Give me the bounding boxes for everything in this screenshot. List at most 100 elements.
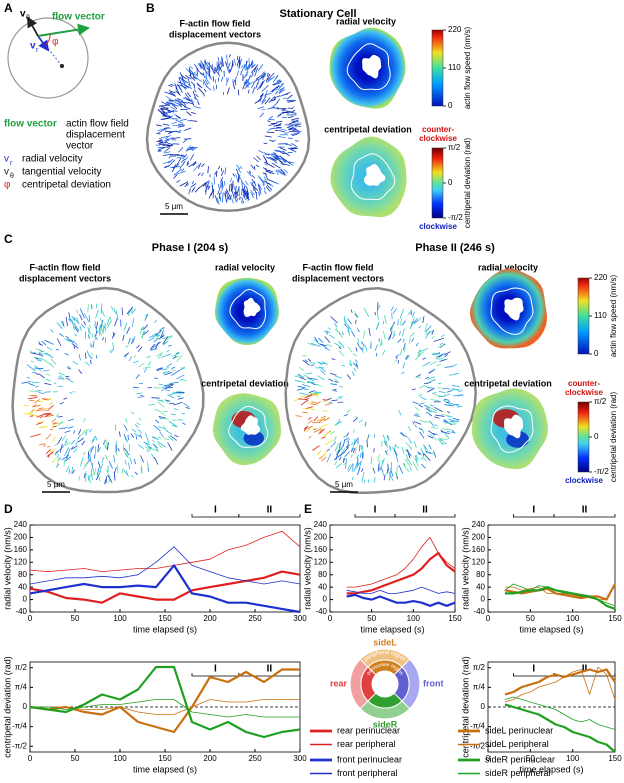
flow-vector — [305, 426, 313, 433]
flow-vector — [418, 404, 424, 408]
flow-vector — [161, 111, 172, 114]
flow-vector — [416, 455, 419, 461]
phase-bar — [394, 514, 456, 518]
flow-vector — [128, 462, 131, 470]
flow-vector — [349, 359, 353, 367]
flow-vector — [200, 61, 208, 69]
flow-vector — [277, 83, 284, 91]
flow-vector — [43, 353, 51, 356]
flow-vector — [403, 434, 409, 439]
flow-vector — [394, 444, 396, 452]
flow-vector — [353, 438, 358, 446]
flow-vector — [255, 76, 261, 80]
flow-vector — [135, 436, 138, 440]
flow-vector — [82, 451, 86, 456]
series-line — [346, 593, 456, 607]
flow-vector — [327, 398, 332, 400]
legend-symbol: φ — [4, 180, 11, 191]
flow-vector — [305, 397, 310, 401]
flow-vector — [72, 391, 76, 393]
flow-vector — [43, 391, 51, 393]
flow-vector — [317, 375, 325, 381]
flow-vector — [286, 99, 293, 102]
flow-vector — [29, 350, 33, 354]
flow-vector — [106, 469, 112, 479]
flow-vector — [387, 463, 389, 471]
flow-vectors — [155, 54, 302, 205]
flow-vector — [37, 359, 41, 362]
y-tick-label: 80 — [318, 570, 327, 579]
flow-vector — [54, 451, 59, 454]
flow-vector — [184, 182, 189, 188]
y-tick-label: 240 — [14, 520, 28, 529]
flow-vector — [281, 108, 286, 111]
flow-vector — [113, 308, 117, 314]
flow-vector — [186, 92, 192, 98]
flow-vector — [51, 418, 57, 423]
flow-vector — [87, 304, 89, 313]
flow-vector — [430, 399, 440, 402]
flow-vector — [53, 382, 57, 385]
legend-text: displacement — [66, 130, 125, 141]
flow-vector — [212, 188, 214, 199]
flow-vector — [156, 124, 162, 127]
flow-vector — [290, 147, 298, 150]
flow-vector — [290, 124, 301, 126]
flow-vector — [48, 405, 54, 411]
flow-vector — [363, 479, 366, 484]
y-tick-label: -40 — [473, 607, 485, 616]
flow-vector — [203, 88, 207, 93]
flow-vector — [434, 352, 438, 356]
flow-vector — [164, 139, 170, 143]
flow-vector — [275, 154, 283, 158]
flow-vector — [199, 63, 202, 70]
flow-vector — [346, 408, 352, 414]
flow-vector — [31, 404, 41, 408]
flow-vector — [453, 421, 457, 425]
flow-vector — [339, 386, 343, 388]
flow-vector — [65, 316, 68, 327]
flow-vector — [158, 410, 166, 417]
flow-vector — [233, 191, 237, 203]
y-tick-label: -π/4 — [12, 722, 27, 731]
flow-vector — [101, 310, 105, 317]
flow-vector — [170, 83, 175, 86]
flow-vector — [269, 156, 277, 161]
flow-vector — [78, 476, 80, 481]
x-tick-label: 100 — [407, 614, 421, 623]
flow-vector — [51, 436, 56, 443]
flow-vector — [423, 404, 430, 409]
y-tick-label: 160 — [472, 545, 486, 554]
flow-vector — [437, 438, 444, 446]
flow-vector — [251, 178, 255, 184]
flow-vector — [250, 181, 253, 186]
flow-vector — [354, 415, 358, 418]
flow-vector — [58, 375, 65, 381]
scale-label: 5 µm — [335, 480, 353, 489]
flow-vector — [261, 99, 266, 105]
flow-vector — [163, 340, 169, 346]
flow-vector — [288, 119, 299, 125]
flow-vector — [164, 383, 174, 386]
flow-vector — [85, 361, 90, 366]
flow-vector — [446, 431, 455, 433]
flow-vector — [266, 76, 275, 83]
flow-vector — [333, 378, 340, 383]
x-tick-label: 300 — [293, 754, 307, 763]
flow-vector — [299, 392, 310, 396]
flow-vector — [284, 163, 291, 167]
flow-vector — [436, 364, 442, 367]
flow-vector — [214, 69, 221, 77]
flow-vector — [297, 375, 304, 378]
flow-vector — [109, 349, 111, 353]
flow-vector — [231, 188, 235, 199]
flow-vector — [89, 428, 92, 433]
flow-vector — [157, 146, 166, 151]
flow-vector — [329, 431, 335, 435]
flow-vector — [250, 74, 254, 78]
flow-vector — [370, 341, 373, 345]
flow-vector — [138, 362, 145, 368]
flow-vector — [30, 433, 41, 438]
flow-vector — [184, 84, 193, 89]
flow-vector — [241, 63, 246, 73]
